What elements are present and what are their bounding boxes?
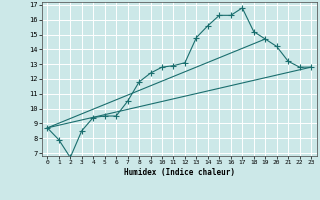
X-axis label: Humidex (Indice chaleur): Humidex (Indice chaleur) — [124, 168, 235, 177]
